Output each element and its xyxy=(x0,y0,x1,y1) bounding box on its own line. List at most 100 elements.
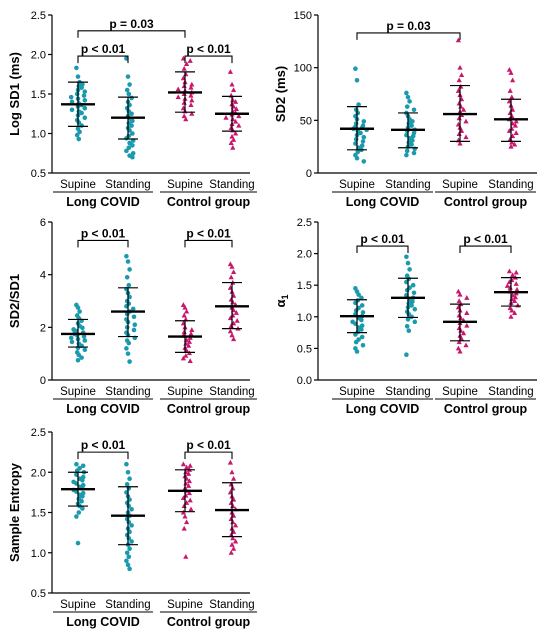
data-point xyxy=(510,272,516,278)
data-point xyxy=(126,91,132,97)
data-point xyxy=(187,58,193,63)
data-point xyxy=(80,478,85,483)
data-point xyxy=(513,130,519,135)
data-point xyxy=(354,155,360,161)
y-tick-label: 1.0 xyxy=(297,312,312,324)
data-point xyxy=(181,525,187,531)
data-point xyxy=(182,304,188,310)
data-point xyxy=(512,122,518,128)
data-point xyxy=(361,134,367,140)
data-point xyxy=(69,107,75,113)
data-point xyxy=(509,139,515,145)
data-point xyxy=(130,150,136,156)
data-point xyxy=(455,37,461,43)
x-category-label: Supine xyxy=(339,179,375,191)
data-point xyxy=(74,91,80,97)
y-tick-label: 0.5 xyxy=(297,343,312,355)
x-category-label: Supine xyxy=(442,386,478,398)
x-category-label: Standing xyxy=(488,386,533,398)
data-point xyxy=(68,335,74,341)
y-tick-label: 2.5 xyxy=(297,217,312,229)
data-point xyxy=(184,308,190,314)
data-point xyxy=(411,107,417,113)
data-point xyxy=(456,298,462,303)
data-point xyxy=(463,134,469,140)
x-group-label: Long COVID xyxy=(66,195,140,209)
data-point xyxy=(80,463,86,469)
data-point xyxy=(410,282,416,288)
data-point xyxy=(513,118,519,124)
x-category-label: Standing xyxy=(209,386,254,398)
data-point xyxy=(187,463,193,468)
data-point xyxy=(464,310,470,316)
data-point xyxy=(124,253,129,259)
data-point xyxy=(404,90,409,96)
data-point xyxy=(180,461,186,467)
data-point xyxy=(227,328,233,334)
data-point xyxy=(125,74,131,79)
data-point xyxy=(186,471,192,476)
data-point xyxy=(510,77,516,83)
y-tick-label: 0.0 xyxy=(297,375,312,387)
data-point xyxy=(461,107,467,112)
y-tick-label: 0.5 xyxy=(31,588,46,600)
y-tick-label: 1.5 xyxy=(31,89,46,101)
significance-bracket xyxy=(184,239,233,248)
data-point xyxy=(189,81,195,87)
data-point xyxy=(456,77,462,83)
data-point xyxy=(127,359,132,364)
data-point xyxy=(458,83,464,89)
x-category-label: Supine xyxy=(339,386,375,398)
data-point xyxy=(187,497,193,503)
alpha-subscript: 1 xyxy=(280,294,290,299)
data-point xyxy=(455,288,461,294)
x-group-label: Control group xyxy=(444,402,528,416)
data-point xyxy=(231,336,237,342)
data-point xyxy=(360,342,366,348)
data-point xyxy=(76,136,82,142)
data-point xyxy=(359,327,364,332)
data-point xyxy=(186,478,192,484)
data-point xyxy=(354,78,360,83)
y-axis-label: Log SD1 (ms) xyxy=(7,52,22,136)
data-point xyxy=(404,352,409,358)
data-point xyxy=(181,312,187,318)
significance-bracket xyxy=(356,245,409,254)
data-point xyxy=(353,308,359,313)
data-point xyxy=(512,141,518,147)
y-tick-label: 0 xyxy=(40,375,46,387)
data-point xyxy=(463,118,469,124)
data-point xyxy=(228,140,234,145)
data-point xyxy=(125,562,131,568)
data-point xyxy=(181,329,187,335)
data-point xyxy=(228,549,234,555)
data-point xyxy=(131,314,137,320)
data-point xyxy=(404,148,410,154)
data-point xyxy=(233,106,239,112)
data-point xyxy=(82,89,88,94)
data-point xyxy=(509,307,515,313)
data-point xyxy=(359,334,365,340)
data-point xyxy=(131,327,137,333)
p-value-label: p < 0.01 xyxy=(81,438,126,452)
data-point xyxy=(223,114,229,120)
data-point xyxy=(132,322,138,328)
data-point xyxy=(229,81,235,87)
data-point xyxy=(124,275,130,280)
data-point xyxy=(411,150,417,156)
chart-panel-5: 0.5 1.0 1.5 2.0 2.5 Sample Entropy Supine Stand… xyxy=(7,427,257,629)
data-point xyxy=(404,254,409,260)
data-point xyxy=(74,132,80,138)
data-point xyxy=(230,144,236,150)
data-point xyxy=(188,92,194,98)
y-tick-label: 2.0 xyxy=(31,50,46,62)
data-point xyxy=(80,506,85,511)
data-point xyxy=(186,339,192,344)
p-value-label: p < 0.01 xyxy=(81,42,126,56)
data-point xyxy=(411,290,417,296)
data-point xyxy=(233,118,239,124)
data-point xyxy=(464,322,470,328)
data-point xyxy=(186,490,192,496)
data-point xyxy=(183,480,189,486)
